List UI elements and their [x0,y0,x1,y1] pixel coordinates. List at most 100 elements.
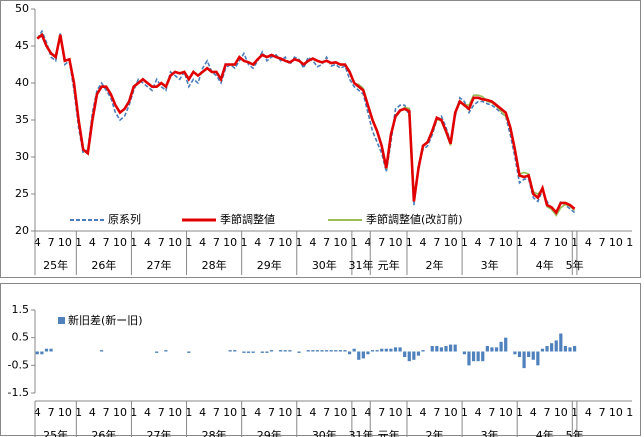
year-label: 25年 [43,428,68,437]
x-tick-label: 4 [144,236,151,249]
bar [504,337,508,352]
bar [439,347,444,352]
bar [187,351,191,353]
year-label: 3年 [481,428,499,437]
x-tick-label: 10 [333,236,347,249]
x-tick-label: 10 [223,406,237,419]
y-tick-label: 45 [15,39,29,52]
x-tick-label: 10 [168,406,182,419]
year-label: 4年 [536,428,554,437]
x-tick-label: 4 [89,236,96,249]
bar [559,333,563,352]
bar [421,350,425,352]
bar [467,351,471,366]
year-label: 28年 [202,258,227,272]
bar [522,351,526,369]
x-tick-label: 7 [213,406,220,419]
bar [347,351,352,355]
year-label: 26年 [91,428,116,437]
year-label: 3年 [481,258,499,272]
x-tick-label: 10 [388,406,402,419]
bar [563,345,568,352]
bar [398,347,402,352]
x-tick-label: 7 [433,236,440,249]
bar [572,345,577,352]
bar [315,350,320,352]
bar [554,340,558,352]
year-label: 2年 [426,428,444,437]
x-tick-label: 1 [185,236,192,249]
bar [44,348,49,352]
x-tick-label: 4 [309,236,316,249]
legend-label: 新旧差(新ー旧) [68,313,143,327]
x-tick-label: 10 [58,236,72,249]
y-tick-label: 20 [15,224,29,237]
x-tick-label: 4 [89,406,96,419]
x-tick-label: 4 [530,406,537,419]
x-tick-label: 7 [48,236,55,249]
legend-swatch [58,317,65,324]
bar [403,351,407,358]
x-tick-label: 7 [544,236,551,249]
x-tick-label: 7 [323,236,330,249]
year-label: 26年 [91,258,116,272]
bar [269,350,274,352]
bar [545,345,549,352]
x-tick-label: 7 [268,406,275,419]
x-tick-label: 7 [103,236,110,249]
y-tick-label: 25 [15,187,29,200]
x-tick-label: 1 [461,236,468,249]
x-tick-label: 1 [351,236,358,249]
y-tick-label: 1.5 [12,303,30,316]
x-tick-label: 1 [75,236,82,249]
x-tick-label: 10 [113,236,127,249]
bar [164,350,168,352]
x-tick-label: 7 [488,236,495,249]
x-tick-label: 7 [48,406,55,419]
x-tick-label: 10 [278,406,292,419]
x-tick-label: 10 [58,406,72,419]
x-tick-label: 10 [609,406,623,419]
bar [283,350,287,352]
x-tick-label: 7 [268,236,275,249]
x-tick-label: 1 [185,406,192,419]
x-tick-label: 1 [406,406,413,419]
x-tick-label: 4 [34,406,41,419]
bar [251,351,255,353]
bar [471,351,476,362]
x-tick-label: 7 [378,236,385,249]
y-tick-label: 0.5 [12,331,30,344]
bar [288,350,292,352]
x-tick-label: 7 [103,406,110,419]
bar [343,350,347,352]
bar [311,350,315,352]
year-label: 5年 [566,428,584,437]
x-tick-label: 1 [571,236,578,249]
x-tick-label: 7 [599,236,606,249]
bar [435,345,439,352]
bar [393,347,398,352]
year-label: 30年 [312,258,337,272]
bar [485,345,489,352]
x-tick-label: 10 [388,236,402,249]
year-label: 28年 [202,428,227,437]
x-tick-label: 7 [488,406,495,419]
x-tick-label: 4 [420,406,427,419]
x-tick-label: 1 [571,406,578,419]
bar [550,343,554,352]
x-tick-label: 4 [585,406,592,419]
bar [366,351,370,355]
bottom-panel-frame [0,283,641,436]
x-tick-label: 10 [554,406,568,419]
bar [246,351,251,353]
x-tick-label: 4 [475,236,482,249]
x-tick-label: 7 [544,406,551,419]
bar [242,351,246,353]
x-tick-label: 1 [626,236,633,249]
year-label: 30年 [312,428,337,437]
bar [40,351,44,355]
x-tick-label: 1 [130,406,137,419]
bar [325,350,329,352]
x-tick-label: 4 [309,406,316,419]
